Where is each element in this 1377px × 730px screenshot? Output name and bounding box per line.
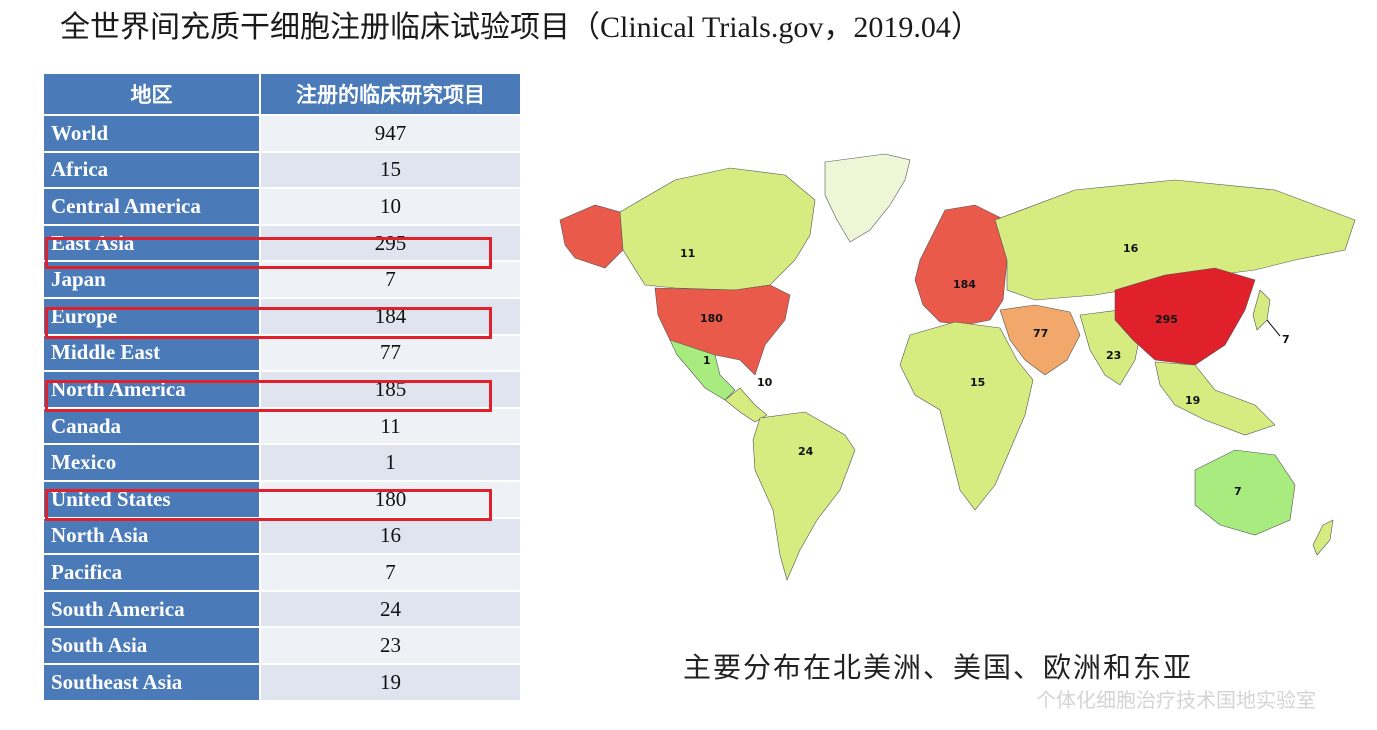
- region-cell: World: [44, 116, 261, 153]
- table-row: South Asia 23: [44, 628, 520, 665]
- highlight-east-asia: [45, 237, 492, 269]
- table-row: East Asia 295: [44, 225, 520, 263]
- region-cell: Mexico: [44, 445, 261, 482]
- trials-table: 地区 注册的临床研究项目 World 947 Africa 15 Central Ame…: [44, 74, 520, 702]
- east-asia-region: [1114, 267, 1256, 366]
- south-america-region: [752, 411, 856, 581]
- middle-east-region: [999, 304, 1081, 376]
- watermark: 个体化细胞治疗技术国地实验室: [1036, 688, 1316, 712]
- region-column-header: 地区: [44, 74, 261, 116]
- count-cell: 295: [261, 225, 520, 263]
- region-cell: United States: [44, 481, 261, 519]
- map-label-africa: 15: [970, 376, 985, 389]
- count-cell: 947: [261, 116, 520, 153]
- europe-region: [914, 204, 1008, 326]
- table-row: Africa 15: [44, 152, 520, 190]
- table-header-row: 地区 注册的临床研究项目: [44, 74, 520, 116]
- region-cell: North Asia: [44, 518, 261, 556]
- map-label-canada: 11: [680, 247, 695, 260]
- region-cell: Middle East: [44, 335, 261, 373]
- region-cell: Europe: [44, 298, 261, 336]
- region-cell: Canada: [44, 408, 261, 446]
- region-cell: South Asia: [44, 628, 261, 665]
- table-row: Southeast Asia 19: [44, 664, 520, 702]
- count-cell: 15: [261, 152, 520, 190]
- page-title: 全世界间充质干细胞注册临床试验项目（Clinical Trials.gov，20…: [60, 11, 981, 44]
- table-row: Central America 10: [44, 189, 520, 226]
- alaska-region: [559, 204, 624, 269]
- southeast-asia-region: [1154, 361, 1276, 436]
- north-asia-region: [994, 179, 1356, 301]
- table-row: World 947: [44, 116, 520, 153]
- count-cell: 184: [261, 298, 520, 336]
- united-states-region: [654, 284, 791, 376]
- map-label-north-asia: 16: [1123, 242, 1139, 255]
- map-label-pacifica: 7: [1234, 485, 1242, 498]
- map-label-east-asia: 295: [1155, 313, 1178, 326]
- count-cell: 77: [261, 335, 520, 373]
- table-row: North Asia 16: [44, 518, 520, 556]
- map-label-southeast-asia: 19: [1185, 394, 1200, 407]
- world-map: 11 180 1 10 24 184 16 77 15 23 295 7 19 …: [559, 153, 1356, 581]
- region-cell: Africa: [44, 152, 261, 190]
- region-cell: East Asia: [44, 225, 261, 263]
- count-cell: 10: [261, 189, 520, 226]
- region-cell: Pacifica: [44, 555, 261, 592]
- region-cell: Central America: [44, 189, 261, 226]
- japan-pointer-line: [1266, 319, 1281, 337]
- caption: 主要分布在北美洲、美国、欧洲和东亚: [683, 651, 1194, 684]
- greenland-region: [824, 153, 911, 243]
- canada-region: [619, 167, 816, 291]
- table-row: Mexico 1: [44, 445, 520, 482]
- count-cell: 7: [261, 555, 520, 592]
- highlight-europe: [45, 307, 492, 339]
- map-label-japan: 7: [1282, 333, 1290, 346]
- count-cell: 19: [261, 664, 520, 702]
- table-row: Middle East 77: [44, 335, 520, 373]
- region-cell: South America: [44, 591, 261, 629]
- map-label-south-america: 24: [798, 445, 814, 458]
- map-label-mexico: 1: [703, 354, 711, 367]
- map-label-europe: 184: [953, 278, 976, 291]
- count-cell: 11: [261, 408, 520, 446]
- map-label-south-asia: 23: [1106, 349, 1121, 362]
- highlight-north-america: [45, 380, 492, 412]
- count-cell: 1: [261, 445, 520, 482]
- central-america-region: [724, 387, 768, 423]
- map-label-us: 180: [700, 312, 723, 325]
- new-zealand-region: [1312, 519, 1334, 556]
- table-row: Europe 184: [44, 298, 520, 336]
- australia-region: [1194, 449, 1296, 536]
- count-cell: 16: [261, 518, 520, 556]
- japan-region: [1252, 289, 1271, 331]
- map-label-middle-east: 77: [1033, 327, 1048, 340]
- africa-region: [899, 321, 1034, 511]
- table-row: Pacifica 7: [44, 555, 520, 592]
- map-label-central-america: 10: [757, 376, 773, 389]
- highlight-united-states: [45, 489, 492, 521]
- count-column-header: 注册的临床研究项目: [261, 74, 520, 116]
- region-cell: Southeast Asia: [44, 664, 261, 702]
- table-row: South America 24: [44, 591, 520, 629]
- count-cell: 23: [261, 628, 520, 665]
- table-row: Canada 11: [44, 408, 520, 446]
- count-cell: 24: [261, 591, 520, 629]
